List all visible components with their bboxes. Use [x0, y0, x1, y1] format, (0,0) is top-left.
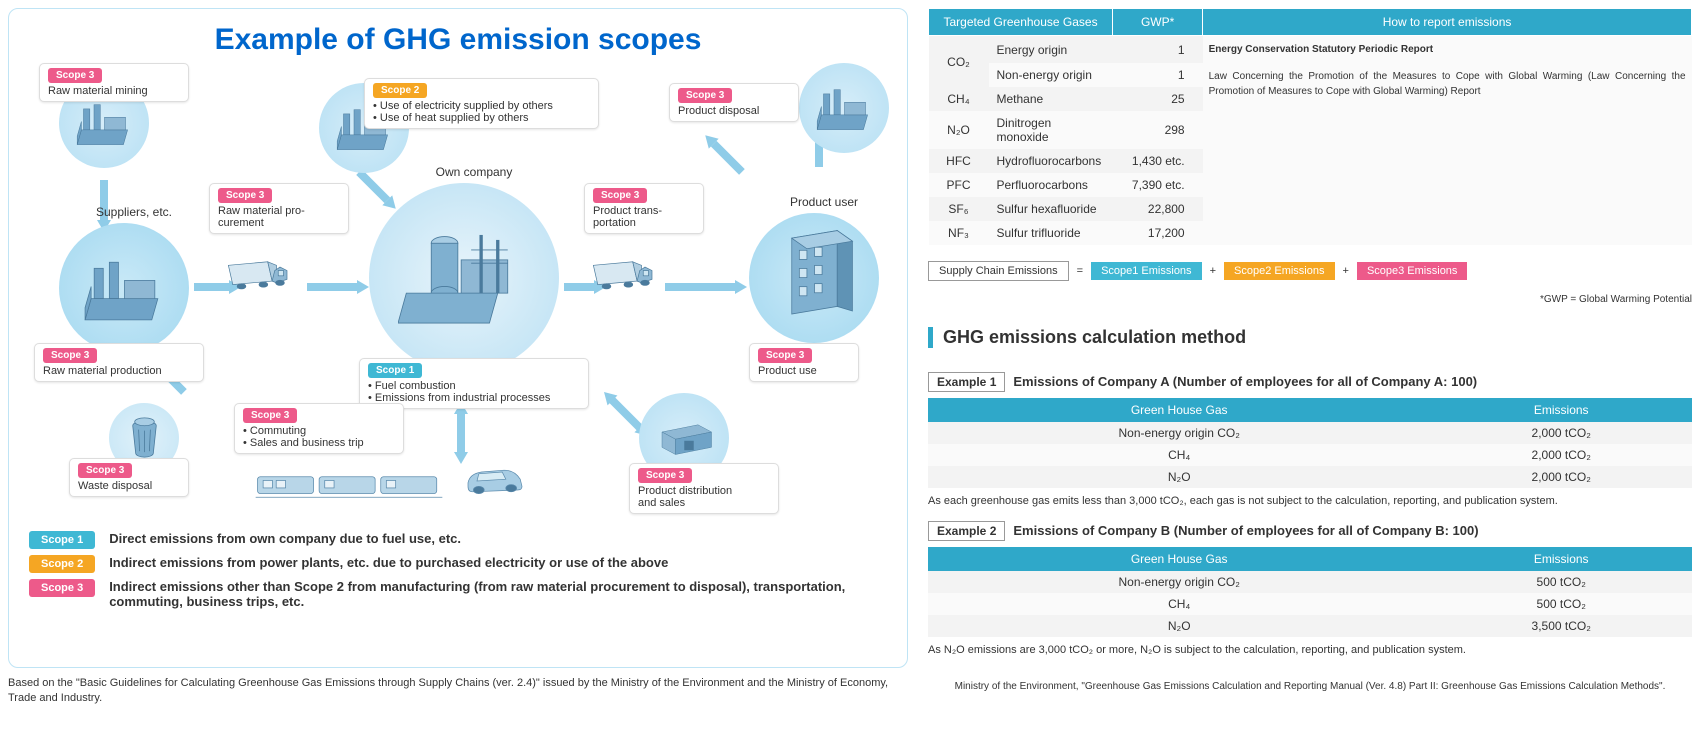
table-row: Non-energy origin CO₂2,000 tCO₂ [928, 422, 1692, 444]
scope-tag: Scope 3 [758, 348, 812, 363]
left-panel: Example of GHG emission scopes Suppliers… [8, 8, 908, 742]
example-title: Example 2Emissions of Company B (Number … [928, 521, 1692, 541]
scope-tag: Scope 3 [638, 468, 692, 483]
car-icon [459, 463, 531, 502]
scope-tag: Scope 3 [43, 348, 97, 363]
scope-tag: Scope 1 [368, 363, 422, 378]
flow-arrow [184, 383, 246, 404]
scope-label: Scope 3Raw material mining [39, 63, 189, 102]
scope-label: Scope 3Waste disposal [69, 458, 189, 497]
formula-lhs: Supply Chain Emissions [928, 261, 1069, 281]
table-row: CH₄500 tCO₂ [928, 593, 1692, 615]
diagram-title: Example of GHG emission scopes [29, 23, 887, 57]
factory-icon [799, 75, 889, 141]
flow-arrow [104, 171, 156, 192]
ghg-gases-table: Targeted Greenhouse GasesGWP*How to repo… [928, 8, 1692, 245]
legend-text: Indirect emissions from power plants, et… [109, 555, 887, 570]
scope-label: Scope 3Product trans-portation [584, 183, 704, 234]
legend-text: Direct emissions from own company due to… [109, 531, 887, 546]
truck-icon [589, 258, 659, 301]
example-note: As each greenhouse gas emits less than 3… [928, 494, 1692, 509]
example-table: Green House GasEmissionsNon-energy origi… [928, 547, 1692, 637]
formula-term: Scope2 Emissions [1224, 262, 1335, 280]
node-user [749, 213, 879, 343]
scope-tag: Scope 3 [678, 88, 732, 103]
legend-tag: Scope 3 [29, 579, 95, 597]
table-row: Non-energy origin1Law Concerning the Pro… [929, 63, 1692, 87]
legend-row: Scope 1 Direct emissions from own company… [29, 531, 887, 549]
flow-arrow [307, 278, 369, 299]
scope-legend: Scope 1 Direct emissions from own company… [29, 531, 887, 609]
scope-tag: Scope 3 [243, 408, 297, 423]
table-row: CH₄2,000 tCO₂ [928, 444, 1692, 466]
flow-arrow [742, 163, 794, 184]
scope-label: Scope 1• Fuel combustion• Emissions from… [359, 358, 589, 409]
flow-arrow [665, 278, 747, 299]
node-label: Own company [414, 165, 534, 179]
building-icon [749, 223, 879, 332]
formula-term: Scope1 Emissions [1091, 262, 1202, 280]
scope-label: Scope 2• Use of electricity supplied by … [364, 78, 599, 129]
table-row: N₂O2,000 tCO₂ [928, 466, 1692, 488]
table-header: GWP* [1113, 9, 1203, 36]
scope-label: Scope 3Product use [749, 343, 859, 382]
table-row: CO₂Energy origin1Energy Conservation Sta… [929, 36, 1692, 64]
bin-icon [109, 412, 179, 464]
scope-tag: Scope 3 [78, 463, 132, 478]
right-panel: Targeted Greenhouse GasesGWP*How to repo… [928, 8, 1692, 742]
scope-label: Scope 3Product disposal [669, 83, 799, 122]
node-label: Product user [764, 195, 884, 209]
calculation-examples: Example 1Emissions of Company A (Number … [928, 366, 1692, 671]
legend-row: Scope 2 Indirect emissions from power pla… [29, 555, 887, 573]
scope-label: Scope 3• Commuting• Sales and business t… [234, 403, 404, 454]
scope-tag: Scope 2 [373, 83, 427, 98]
legend-tag: Scope 1 [29, 531, 95, 549]
flow-arrow [819, 158, 876, 179]
legend-text: Indirect emissions other than Scope 2 fr… [109, 579, 887, 609]
scope-tag: Scope 3 [218, 188, 272, 203]
legend-tag: Scope 2 [29, 555, 95, 573]
node-own [369, 183, 559, 373]
scope-tag: Scope 3 [593, 188, 647, 203]
example-title: Example 1Emissions of Company A (Number … [928, 372, 1692, 392]
calc-method-heading: GHG emissions calculation method [928, 327, 1692, 348]
example-table: Green House GasEmissionsNon-energy origi… [928, 398, 1692, 488]
legend-row: Scope 3 Indirect emissions other than Sco… [29, 579, 887, 609]
scope-diagram: Suppliers, etc. Own company Product user Sc… [29, 63, 887, 523]
example-note: As N₂O emissions are 3,000 tCO₂ or more,… [928, 643, 1692, 658]
diagram-panel: Example of GHG emission scopes Suppliers… [8, 8, 908, 668]
table-header: How to report emissions [1203, 9, 1692, 36]
train-icon [254, 473, 444, 504]
table-row: N₂O3,500 tCO₂ [928, 615, 1692, 637]
left-footnote: Based on the "Basic Guidelines for Calcu… [8, 676, 908, 707]
supply-chain-formula: Supply Chain Emissions=Scope1 Emissions+… [928, 261, 1692, 281]
factory-icon [59, 241, 189, 335]
table-row: Non-energy origin CO₂500 tCO₂ [928, 571, 1692, 593]
formula-term: Scope3 Emissions [1357, 262, 1468, 280]
gwp-footnote: *GWP = Global Warming Potential [928, 294, 1692, 305]
node-suppliers [59, 223, 189, 353]
node-label: Suppliers, etc. [74, 205, 194, 219]
plant-icon [369, 210, 559, 346]
table-header: Targeted Greenhouse Gases [929, 9, 1113, 36]
warehouse-icon [639, 414, 729, 462]
scope-label: Scope 3Raw material pro-curement [209, 183, 349, 234]
node-enduser [799, 63, 889, 153]
source-citation: Ministry of the Environment, "Greenhouse… [928, 681, 1692, 692]
scope-tag: Scope 3 [48, 68, 102, 83]
truck-icon [224, 258, 294, 301]
scope-label: Scope 3Raw material production [34, 343, 204, 382]
scope-label: Scope 3Product distributionand sales [629, 463, 779, 514]
